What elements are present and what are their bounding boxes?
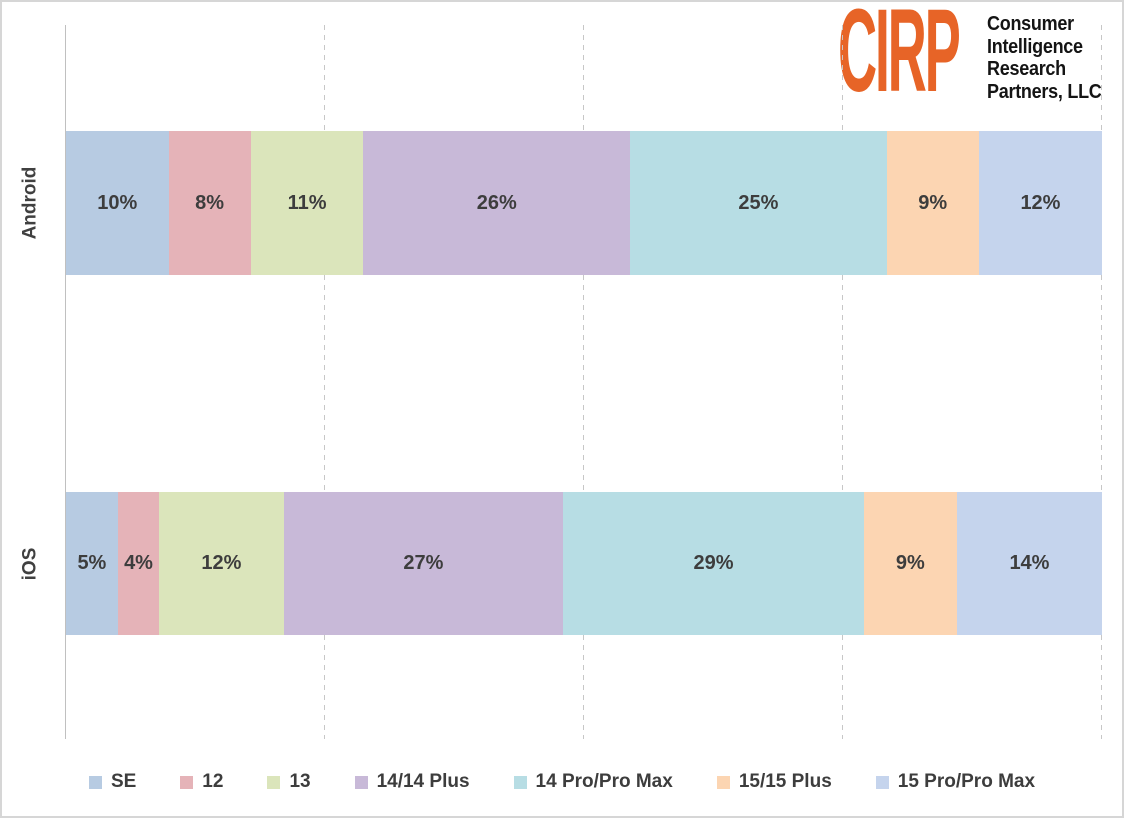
plot-area: 10% 8% 11% 26% 25% 9% 12% 5% 4% 12% 27% 29% 9% 14% <box>65 25 1102 739</box>
segment-value-label: 12% <box>1020 191 1061 214</box>
cirp-logo: CIRP <box>838 0 961 117</box>
segment-value-label: 29% <box>693 552 734 574</box>
category-label-android: Android <box>6 131 54 275</box>
bar-row-android: 10% 8% 11% 26% 25% 9% 12% <box>66 131 1102 275</box>
legend-label: SE <box>110 771 137 792</box>
gridline-25 <box>324 25 325 739</box>
legend-item: 12 <box>180 771 223 793</box>
legend-swatch <box>513 775 527 789</box>
segment-value-label: 25% <box>738 191 779 214</box>
legend-swatch <box>875 775 889 789</box>
segment-value-label: 8% <box>195 191 225 214</box>
legend-item: SE <box>88 771 137 793</box>
legend-swatch <box>180 775 194 789</box>
bar-segment: 11% <box>250 131 364 275</box>
legend-swatch <box>267 775 281 789</box>
legend-swatch <box>88 775 102 789</box>
bar-segment: 27% <box>283 492 564 635</box>
legend-item: 14 Pro/Pro Max <box>513 771 673 793</box>
bar-segment: 8% <box>168 131 251 275</box>
legend-label: 13 <box>289 771 311 792</box>
legend-item: 14/14 Plus <box>354 771 470 793</box>
segment-value-label: 9% <box>918 191 948 214</box>
legend-label: 15/15 Plus <box>738 771 832 792</box>
bar-segment: 14% <box>956 492 1102 635</box>
legend-swatch <box>354 775 368 789</box>
bar-segment: 9% <box>863 492 957 635</box>
segment-value-label: 11% <box>287 191 327 214</box>
legend: SE 12 13 14/14 Plus 14 Pro/Pro Max 15/15 Plus… <box>2 771 1122 793</box>
legend-item: 15 Pro/Pro Max <box>875 771 1036 793</box>
segment-value-label: 12% <box>201 552 242 574</box>
legend-item: 13 <box>267 771 311 793</box>
legend-label: 12 <box>202 771 224 792</box>
segment-value-label: 4% <box>124 552 153 574</box>
category-label-ios: iOS <box>6 492 54 635</box>
logo-line: Partners, LLC <box>987 80 1102 103</box>
bar-segment: 12% <box>159 492 284 635</box>
bar-segment: 25% <box>630 131 887 275</box>
bar-segment: 26% <box>363 131 631 275</box>
logo-line: Consumer <box>987 13 1074 35</box>
legend-label: 14/14 Plus <box>376 771 470 792</box>
logo-company-name: Consumer Intelligence Research Partners,… <box>987 13 1102 103</box>
legend-item: 15/15 Plus <box>716 771 832 793</box>
gridline-75 <box>842 25 843 739</box>
bar-segment: 10% <box>66 131 169 275</box>
gridline-50 <box>583 25 584 739</box>
bar-segment: 5% <box>66 492 118 635</box>
bar-segment: 29% <box>563 492 864 635</box>
y-axis-line <box>65 25 66 739</box>
logo-line: Research <box>987 58 1066 80</box>
category-label-text: Android <box>19 166 41 240</box>
legend-swatch <box>716 775 730 789</box>
segment-value-label: 27% <box>403 552 444 574</box>
bar-row-ios: 5% 4% 12% 27% 29% 9% 14% <box>66 492 1102 635</box>
segment-value-label: 5% <box>77 552 107 574</box>
segment-value-label: 14% <box>1009 552 1050 574</box>
logo-line: Intelligence <box>987 35 1083 58</box>
segment-value-label: 10% <box>97 191 138 214</box>
gridline-100 <box>1101 25 1102 739</box>
legend-label: 15 Pro/Pro Max <box>897 771 1036 792</box>
bar-segment: 12% <box>978 131 1102 275</box>
segment-value-label: 9% <box>895 552 925 574</box>
segment-value-label: 26% <box>476 191 517 214</box>
legend-label: 14 Pro/Pro Max <box>535 771 673 792</box>
bar-segment: 4% <box>117 492 160 635</box>
bar-segment: 9% <box>886 131 979 275</box>
category-label-text: iOS <box>18 547 40 580</box>
